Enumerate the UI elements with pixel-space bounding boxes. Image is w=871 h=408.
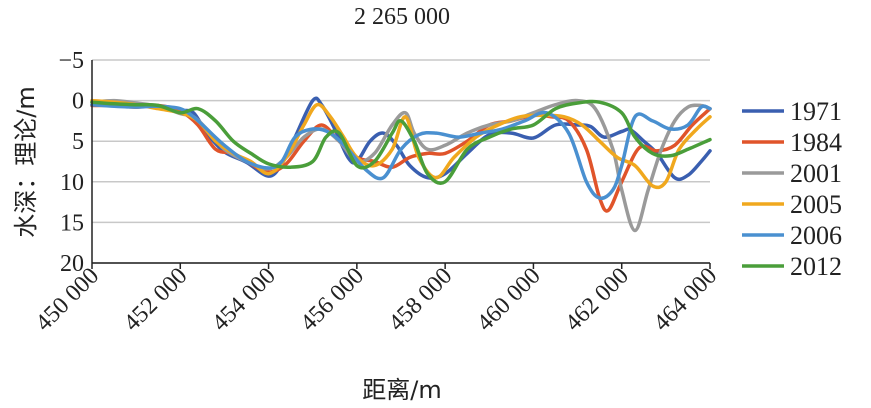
x-tick-label: 454 000: [207, 263, 281, 337]
y-tick-label: 20: [60, 251, 84, 277]
chart-title: 2 265 000: [354, 4, 450, 30]
legend-label-1984: 1984: [790, 128, 842, 157]
legend-label-2001: 2001: [790, 159, 842, 188]
x-axis-label: 距离/m: [362, 376, 441, 404]
x-tick-labels: 450 000 452 000 454 000 456 000 458 000 460 0…: [31, 263, 723, 337]
x-tick-label: 462 000: [560, 263, 634, 337]
x-tick-label: 464 000: [649, 263, 723, 337]
y-tick-label: −5: [58, 48, 84, 74]
legend-label-2012: 2012: [790, 252, 842, 281]
y-tick-label: 0: [72, 89, 84, 115]
x-tick-label: 460 000: [472, 263, 546, 337]
series-line-2006: [90, 102, 712, 201]
legend-label-2006: 2006: [790, 221, 842, 250]
y-tick-label: 5: [72, 129, 84, 155]
y-tick-label: 10: [60, 170, 84, 196]
y-tick-label: 15: [60, 210, 84, 236]
axes: [91, 60, 711, 269]
series-line-2012: [90, 99, 712, 185]
series-lines: [90, 96, 712, 233]
x-tick-label: 452 000: [119, 263, 193, 337]
x-tick-label: 456 000: [296, 263, 370, 337]
y-axis-label: 水深：理论/m: [12, 86, 40, 237]
legend-label-1971: 1971: [790, 97, 842, 126]
x-tick-label: 458 000: [384, 263, 458, 337]
y-tick-labels: −5 0 5 10 15 20: [58, 48, 84, 277]
series-line-2005: [90, 98, 712, 190]
legend-label-2005: 2005: [790, 190, 842, 219]
series-line-1984: [90, 103, 712, 213]
